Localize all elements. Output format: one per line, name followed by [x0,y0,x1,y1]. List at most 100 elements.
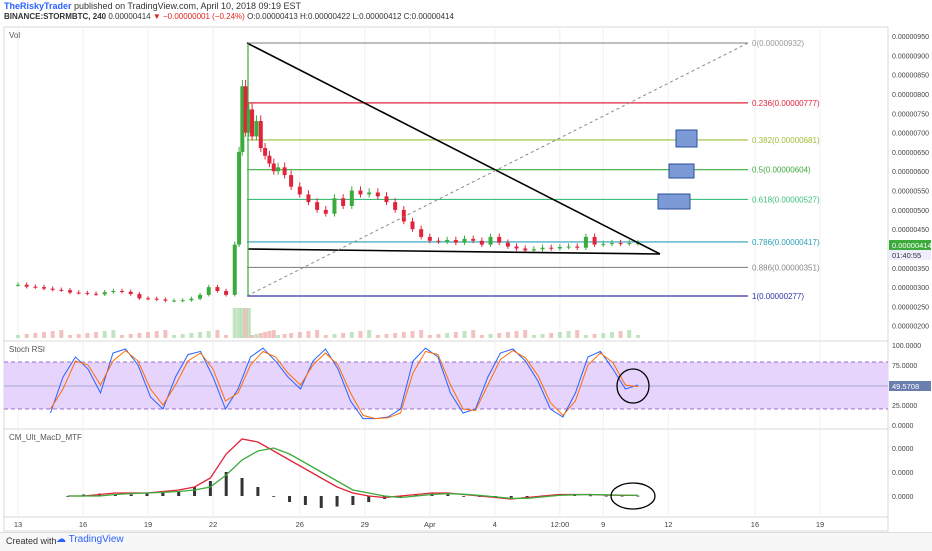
macd-histogram-bar [193,487,197,496]
volume-bar [445,333,450,338]
volume-bar [68,335,73,338]
triangle-lower-trendline [247,248,661,255]
stoch-label-bg [889,381,931,391]
candle-body [592,236,597,245]
volume-bar [367,330,372,338]
stoch-series-line [50,347,639,420]
candle-body [42,287,47,289]
fib-level-label: 0.236(0.00000777) [752,99,820,108]
time-axis-tick: 9 [601,520,605,529]
volume-bar [557,332,562,338]
triangle-upper-trendline [246,42,661,255]
volume-bar [237,308,242,338]
volume-bar [102,331,107,338]
target-box-3 [657,193,691,210]
macd-annotation-circle [610,482,656,510]
volume-bar [531,335,536,338]
volume-bar [120,335,125,338]
macd-histogram-bar [509,496,513,498]
candle-body [289,175,294,187]
macd-histogram-bar [398,496,402,498]
candle-body [240,86,245,152]
candle-body [180,300,185,302]
target-box-1 [675,129,698,148]
candle-body [375,192,380,197]
macd-histogram-bar [573,495,577,496]
macd-histogram-bar [351,496,355,505]
price-pane [3,26,889,342]
candle-body [128,291,133,295]
volume-bar [583,335,588,338]
volume-bar [332,334,337,338]
macd-axis-tick: 0.0000 [892,446,914,453]
vol-label: Vol [9,31,20,40]
candle-body [120,290,125,292]
fib-level-label: 0.382(0.00000681) [752,136,820,145]
candle-body [323,209,328,214]
candle-body [462,238,467,243]
volume-bar [59,330,64,338]
volume-bar [419,330,424,338]
volume-bar [323,335,328,338]
volume-bar [33,333,38,338]
macd-histogram-bar [462,496,466,497]
candle-body [410,221,415,230]
price-label: 0.00000414 [892,241,932,250]
symbol[interactable]: BINANCE:STORMBTC, 240 [4,12,107,21]
price-axis-tick: 0.00000250 [892,304,929,311]
candle-body [224,290,229,295]
candle-body [367,192,372,195]
time-axis-tick: 19 [144,520,152,529]
volume-bar [289,333,294,338]
macd-histogram-bar [82,494,86,496]
macd-histogram-bar [525,496,529,498]
author-name[interactable]: TheRiskyTrader [4,1,72,11]
price-axis-tick: 0.00000450 [892,227,929,234]
volume-bar [540,334,545,338]
volume-bar [393,333,398,338]
price-axis-tick: 0.00000350 [892,266,929,273]
time-axis-tick: 13 [14,520,22,529]
volume-bar [267,331,272,338]
volume-bar [462,331,467,338]
candle-body [243,86,248,133]
volume-bar [16,335,20,338]
footer: Created with ☁ TradingView [0,532,932,551]
ohlc-values: O:0.00000413 H:0.00000422 L:0.00000412 C… [247,12,454,21]
macd-histogram-bar [446,494,450,496]
candle-body [549,247,554,249]
tradingview-logo[interactable]: ☁ TradingView [56,534,124,545]
target-box-2 [668,163,695,179]
candle-body [618,243,623,245]
candle-body [24,284,29,287]
candle-body [254,121,259,137]
macd-histogram-bar [240,478,244,496]
candle-body [341,198,346,207]
macd-histogram-bar [129,494,133,496]
time-axis-tick: Apr [424,520,436,529]
volume-bar [180,334,185,338]
macd-histogram-bar [319,496,323,508]
price-axis-tick: 0.00000800 [892,92,929,99]
candle-body [250,109,255,137]
volume-bar [488,334,493,338]
volume-bar [436,334,441,338]
candle-body [263,148,268,156]
candle-body [16,284,20,286]
fib-level-label: 0.786(0.00000417) [752,238,820,247]
volume-bar [401,332,406,338]
macd-series-line [67,447,638,500]
candle-body [189,298,194,301]
candle-body [358,190,363,195]
candle-body [146,298,151,300]
publish-line: TheRiskyTrader published on TradingView.… [4,1,301,11]
time-axis-tick: 4 [493,520,497,529]
candle-body [76,292,81,294]
candle-body [59,289,64,291]
volume-bar [215,330,220,338]
volume-bar [42,332,47,338]
candle-body [297,186,302,195]
candle-body [94,293,99,295]
macd-histogram-bar [303,496,307,505]
macd-axis-tick: 0.0000 [892,470,914,477]
